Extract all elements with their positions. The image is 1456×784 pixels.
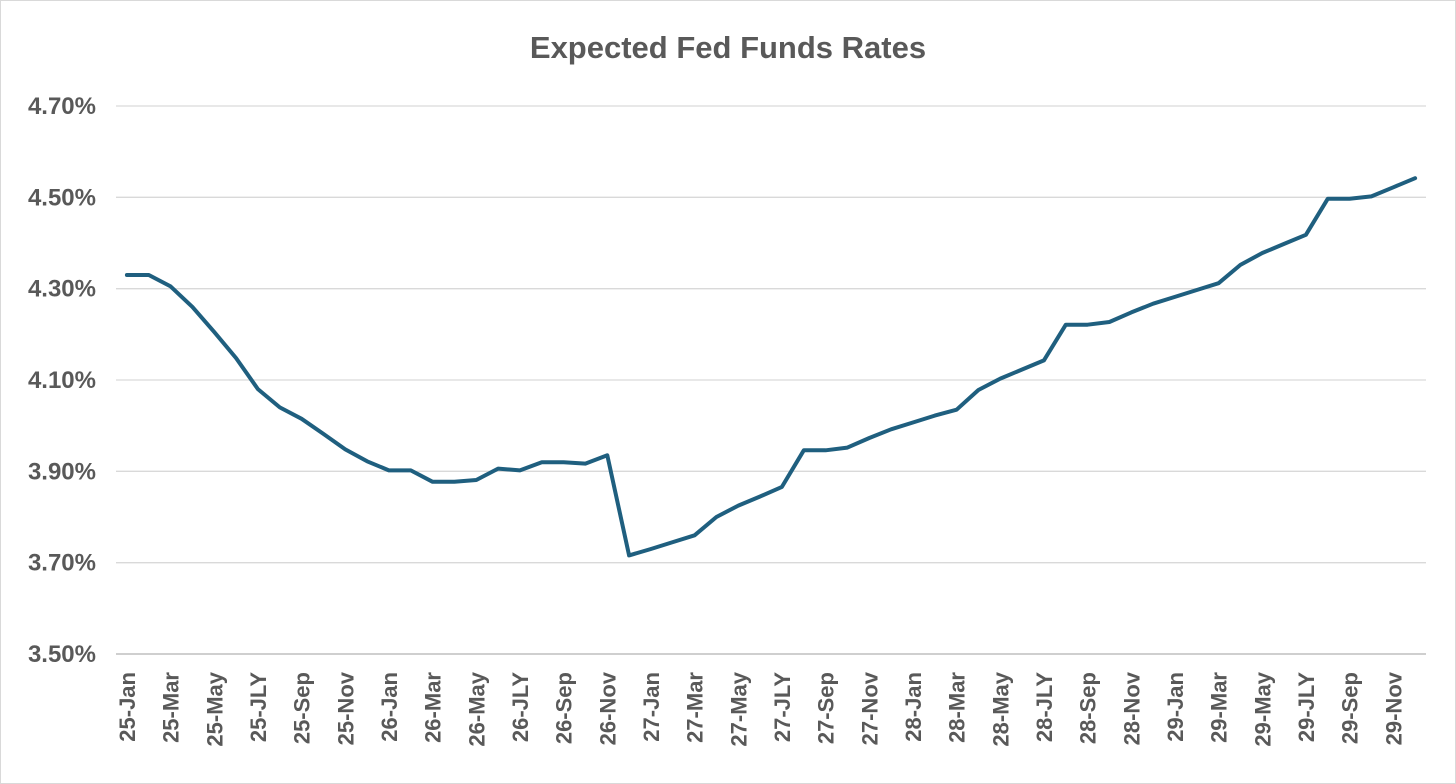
x-tick-label: 28-JLY [1032, 672, 1057, 742]
x-tick-label: 27-JLY [770, 672, 795, 742]
x-tick-label: 27-Jan [639, 672, 664, 742]
x-tick-label: 25-May [202, 671, 227, 746]
x-tick-label: 26-Nov [595, 671, 620, 745]
x-tick-label: 26-Jan [377, 672, 402, 742]
gridlines [116, 105, 1426, 564]
x-tick-label: 29-JLY [1294, 672, 1319, 742]
x-tick-label: 26-JLY [508, 672, 533, 742]
x-axis-ticks: 25-Jan 25-Mar 25-May 25-JLY 25-Sep 25-Nov 26-J… [115, 671, 1406, 746]
y-tick-label: 3.50% [28, 641, 96, 668]
x-tick-label: 27-Sep [814, 672, 839, 744]
y-tick-label: 4.70% [28, 93, 96, 120]
x-tick-label: 29-May [1250, 671, 1275, 746]
x-tick-label: 28-Nov [1119, 671, 1144, 745]
y-axis-ticks: 3.50% 3.70% 3.90% 4.10% 4.30% 4.50% 4.70% [28, 93, 96, 668]
x-tick-label: 25-Jan [115, 672, 140, 742]
x-tick-label: 26-Mar [421, 672, 446, 743]
chart-title: Expected Fed Funds Rates [530, 30, 926, 65]
x-tick-label: 28-Sep [1076, 672, 1101, 744]
x-tick-label: 28-Jan [901, 672, 926, 742]
series-layer [124, 176, 1418, 558]
y-tick-label: 3.90% [28, 458, 96, 485]
x-tick-label: 28-Mar [945, 672, 970, 743]
y-tick-label: 4.50% [28, 184, 96, 211]
x-tick-label: 25-Nov [333, 671, 358, 745]
x-tick-label: 27-Nov [857, 671, 882, 745]
x-tick-label: 25-JLY [246, 672, 271, 742]
x-tick-label: 25-Mar [159, 672, 184, 743]
x-tick-label: 27-May [726, 671, 751, 746]
x-tick-label: 29-Mar [1207, 672, 1232, 743]
series-line [124, 176, 1418, 558]
y-tick-label: 3.70% [28, 550, 96, 577]
x-tick-label: 28-May [988, 671, 1013, 746]
x-tick-label: 27-Mar [683, 672, 708, 743]
x-tick-label: 29-Nov [1381, 671, 1406, 745]
y-tick-label: 4.30% [28, 276, 96, 303]
x-tick-label: 29-Sep [1338, 672, 1363, 744]
x-tick-label: 26-Sep [552, 672, 577, 744]
x-tick-label: 29-Jan [1163, 672, 1188, 742]
x-tick-label: 25-Sep [290, 672, 315, 744]
x-tick-label: 26-May [464, 671, 489, 746]
y-tick-label: 4.10% [28, 367, 96, 394]
